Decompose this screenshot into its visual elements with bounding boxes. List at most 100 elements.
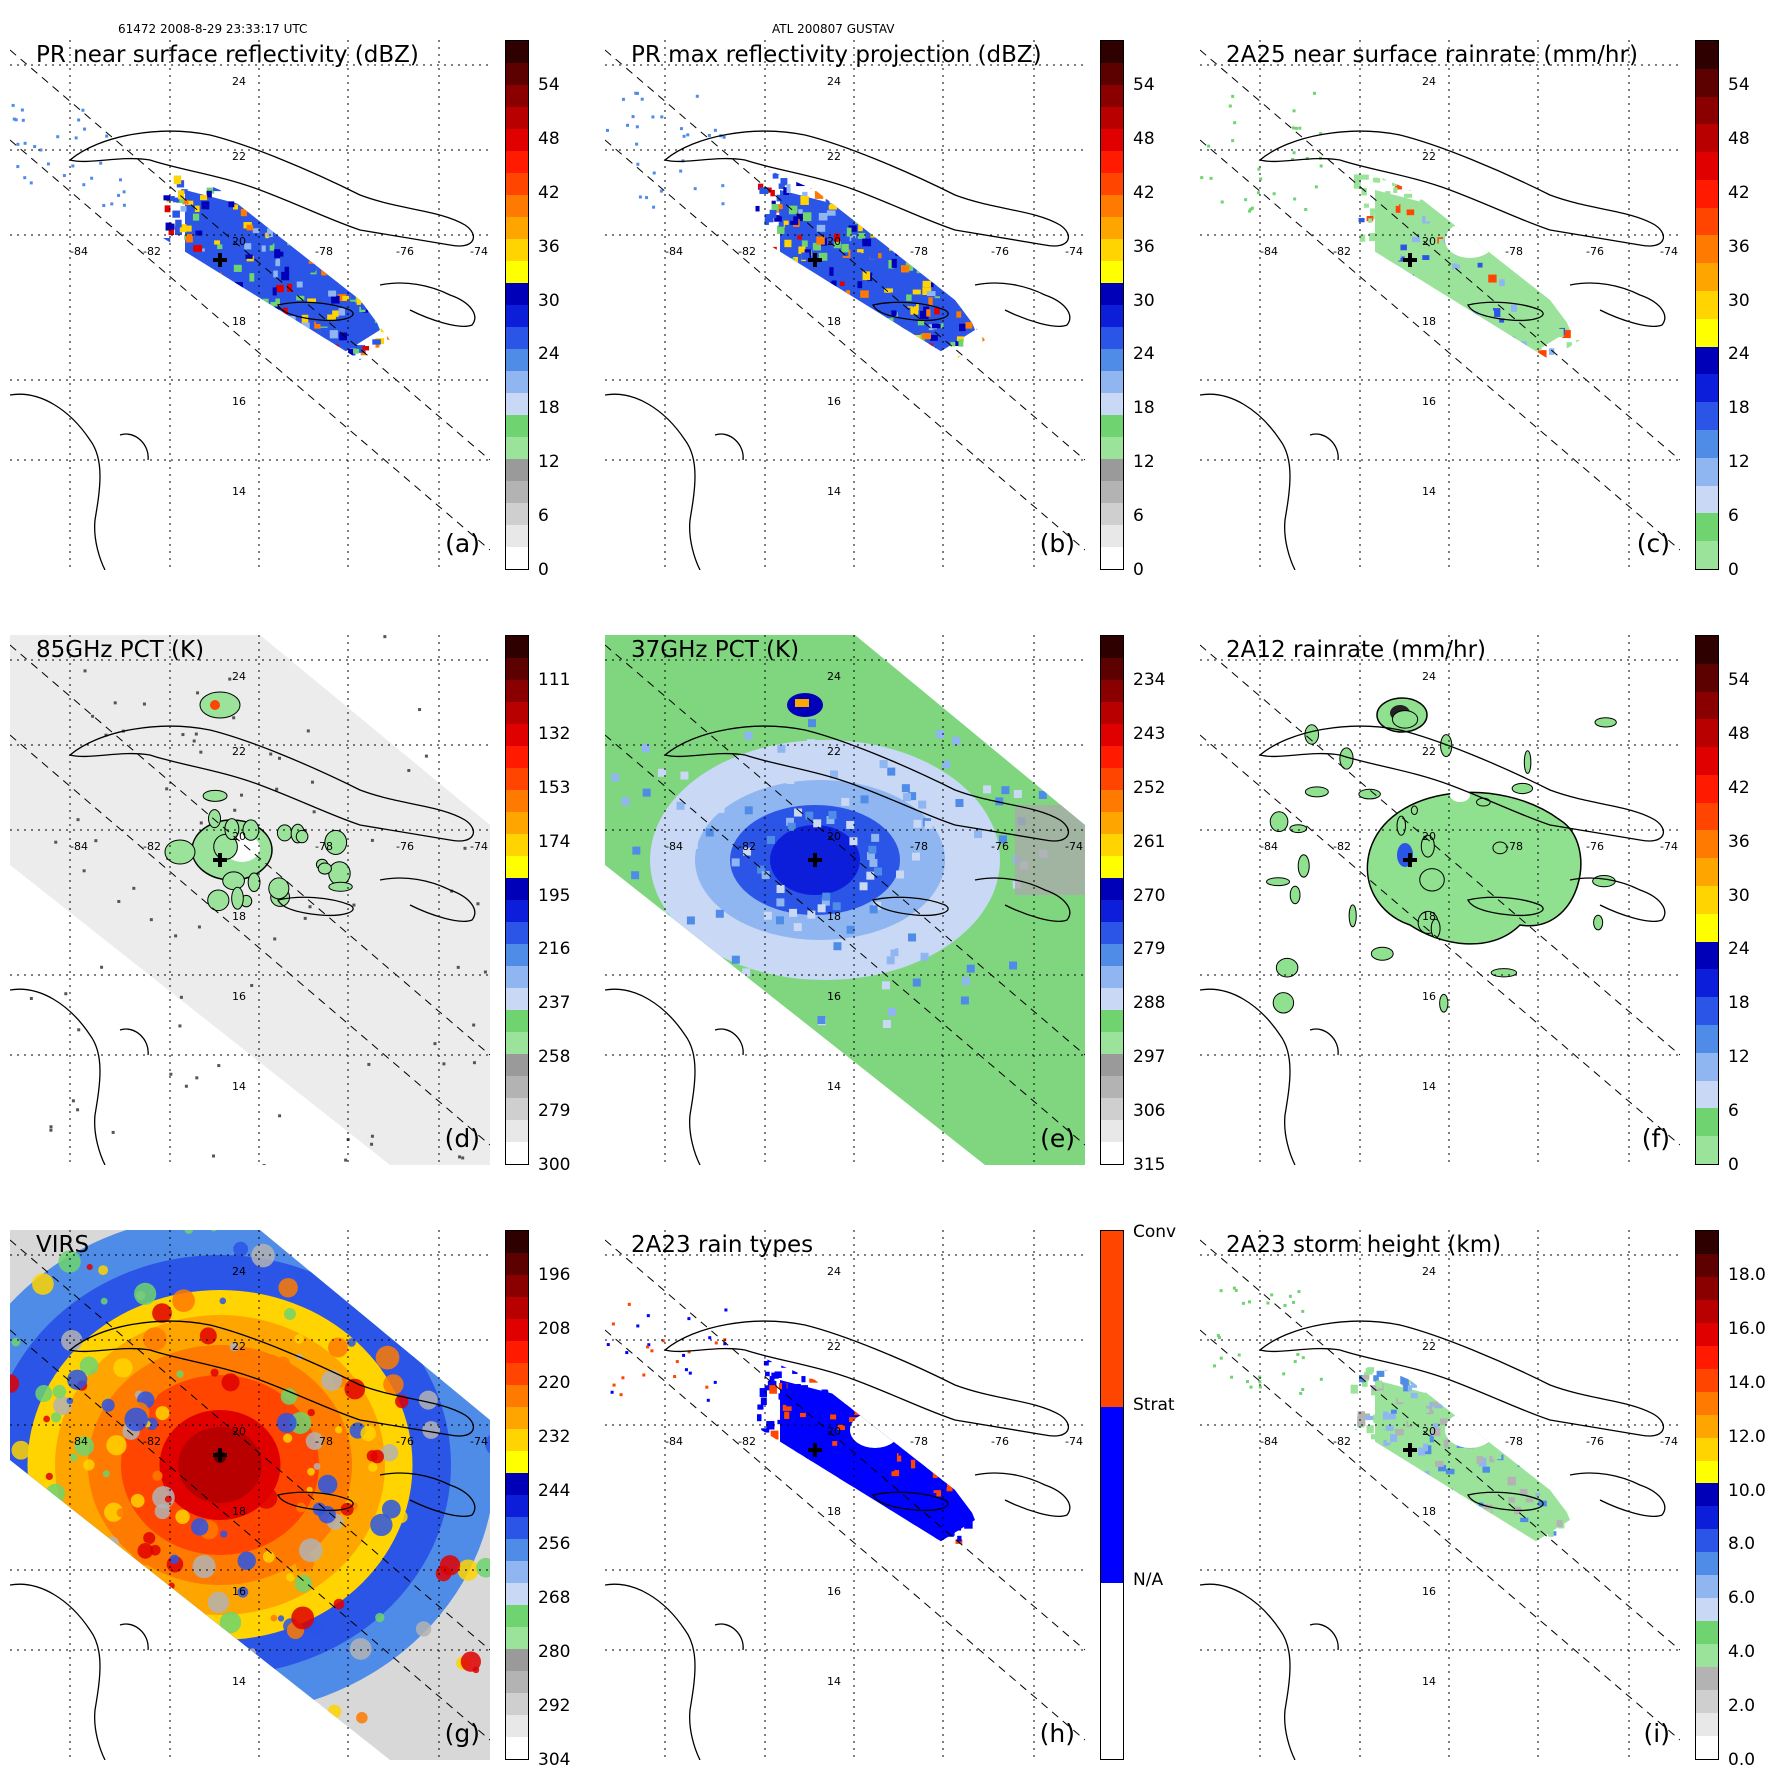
panel-label: (c)	[1636, 529, 1670, 558]
colorbar-tick-label: 0	[1728, 560, 1739, 580]
colorbar-swatch	[1696, 179, 1718, 208]
colorbar-swatch	[506, 680, 528, 702]
colorbar-swatch	[506, 305, 528, 327]
svg-text:18: 18	[232, 1505, 246, 1518]
colorbar-swatch	[506, 1142, 528, 1164]
colorbar-swatch	[1101, 547, 1123, 569]
colorbar-swatch	[506, 1120, 528, 1142]
colorbar-tick-label: 6.0	[1728, 1588, 1756, 1609]
colorbar-swatch	[506, 1495, 528, 1517]
colorbar-swatch	[506, 790, 528, 812]
svg-text:-78: -78	[910, 840, 928, 853]
colorbar-swatch	[506, 922, 528, 944]
colorbar-tick-label: 16.0	[1728, 1318, 1766, 1339]
svg-text:-84: -84	[70, 840, 88, 853]
colorbar-swatch	[1696, 1644, 1718, 1668]
colorbar-tick-label: 30	[538, 290, 560, 311]
colorbar-swatch	[1696, 541, 1718, 569]
colorbar-swatch	[1101, 988, 1123, 1010]
coastline	[605, 725, 1071, 1165]
colorbar-tick-label: 174	[538, 831, 571, 852]
colorbar-swatch	[1696, 1345, 1718, 1369]
colorbar-tick-label: 288	[1133, 993, 1166, 1014]
colorbar-swatch	[1101, 349, 1123, 371]
colorbar-tick-label: 54	[1728, 75, 1750, 95]
map-canvas: 24 22 20 18 16 14 -84 -82 -78 -76 -74	[1200, 40, 1680, 570]
colorbar-swatch	[1696, 1368, 1718, 1392]
svg-text:24: 24	[827, 75, 841, 88]
colorbar-swatch	[1101, 834, 1123, 856]
colorbar-swatch	[1696, 691, 1718, 720]
latlon-grid	[605, 1230, 1085, 1760]
colorbar-tick-label: 261	[1133, 831, 1166, 852]
latlon-labels: 24 22 20 18 16 14 -84 -82 -78 -76 -74	[665, 75, 1083, 498]
colorbar-tick-label: 10.0	[1728, 1480, 1766, 1501]
colorbar-tick-label: 315	[1133, 1155, 1166, 1175]
colorbar-swatch	[1101, 305, 1123, 327]
swath-boundary	[605, 1239, 1085, 1741]
colorbar-swatch	[1696, 774, 1718, 803]
storm-center-marker	[808, 253, 822, 267]
svg-text:-84: -84	[1260, 245, 1278, 258]
colorbar-swatch	[506, 1649, 528, 1671]
swath-boundary	[1200, 1239, 1680, 1741]
colorbar-swatch	[506, 1253, 528, 1275]
colorbar-swatch	[1696, 1690, 1718, 1714]
colorbar-swatch	[1696, 1483, 1718, 1507]
latlon-labels: 24 22 20 18 16 14 -84 -82 -78 -76 -74	[70, 1265, 488, 1688]
colorbar-swatch	[506, 1385, 528, 1407]
colorbar-swatch	[1101, 107, 1123, 129]
svg-text:-78: -78	[910, 1435, 928, 1448]
svg-text:20: 20	[827, 1425, 841, 1438]
colorbar-tick-label: 234	[1133, 670, 1166, 690]
swath-boundary	[605, 644, 1085, 1146]
colorbar-swatch	[1101, 1098, 1123, 1120]
panel-title: 2A23 storm height (km)	[1226, 1232, 1502, 1258]
data-field	[605, 635, 1085, 1165]
panel-title: 85GHz PCT (K)	[36, 637, 205, 663]
svg-text:20: 20	[232, 830, 246, 843]
svg-text:-76: -76	[396, 245, 414, 258]
map-canvas: 24 22 20 18 16 14 -84 -82 -78 -76 -74	[1200, 635, 1680, 1165]
orbit-time-header: 61472 2008-8-29 23:33:17 UTC	[118, 22, 308, 36]
svg-text:20: 20	[232, 1425, 246, 1438]
coastline	[10, 725, 476, 1165]
panel-title: 2A12 rainrate (mm/hr)	[1226, 637, 1487, 663]
colorbar-swatch	[1101, 63, 1123, 85]
colorbar-ticks: 196 208 220 232 244 256 268 280 292 304	[538, 1230, 598, 1770]
svg-text:-78: -78	[1505, 840, 1523, 853]
colorbar-swatch	[1101, 525, 1123, 547]
colorbar-swatch	[1101, 724, 1123, 746]
colorbar-tick-label: 111	[538, 670, 571, 690]
svg-text:16: 16	[1422, 990, 1436, 1003]
map-f: 24 22 20 18 16 14 -84 -82 -78 -76 -74 2A12 rainrate…	[1200, 635, 1680, 1165]
colorbar-tick-label: 54	[1133, 75, 1155, 95]
svg-text:-78: -78	[1505, 1435, 1523, 1448]
colorbar-swatch	[506, 1561, 528, 1583]
colorbar	[505, 40, 529, 570]
svg-text:18: 18	[232, 315, 246, 328]
colorbar-swatch	[506, 878, 528, 900]
panel-label: (i)	[1643, 1719, 1670, 1748]
swath-boundary	[10, 644, 490, 1146]
svg-text:-82: -82	[738, 245, 756, 258]
colorbar-swatch	[1101, 1032, 1123, 1054]
colorbar-swatch	[1101, 481, 1123, 503]
svg-text:14: 14	[232, 1080, 246, 1093]
colorbar-tick-label: 48	[538, 128, 560, 149]
colorbar-swatch	[1696, 291, 1718, 319]
svg-text:14: 14	[1422, 1080, 1436, 1093]
svg-text:20: 20	[827, 830, 841, 843]
colorbar-ticks: 54 48 42 36 30 24 18 12 6 0	[1728, 635, 1771, 1175]
colorbar-swatch	[1696, 1735, 1718, 1759]
colorbar-swatch	[506, 503, 528, 525]
colorbar-swatch	[506, 283, 528, 305]
colorbar-swatch	[1101, 1407, 1123, 1495]
colorbar-ticks: 54 48 42 36 30 24 18 12 6 0	[1133, 40, 1193, 580]
colorbar-swatch	[506, 437, 528, 459]
colorbar-swatch	[506, 1341, 528, 1363]
svg-text:-78: -78	[315, 1435, 333, 1448]
colorbar-tick-label: 12.0	[1728, 1426, 1766, 1447]
colorbar-swatch	[506, 900, 528, 922]
colorbar-swatch	[1696, 96, 1718, 125]
